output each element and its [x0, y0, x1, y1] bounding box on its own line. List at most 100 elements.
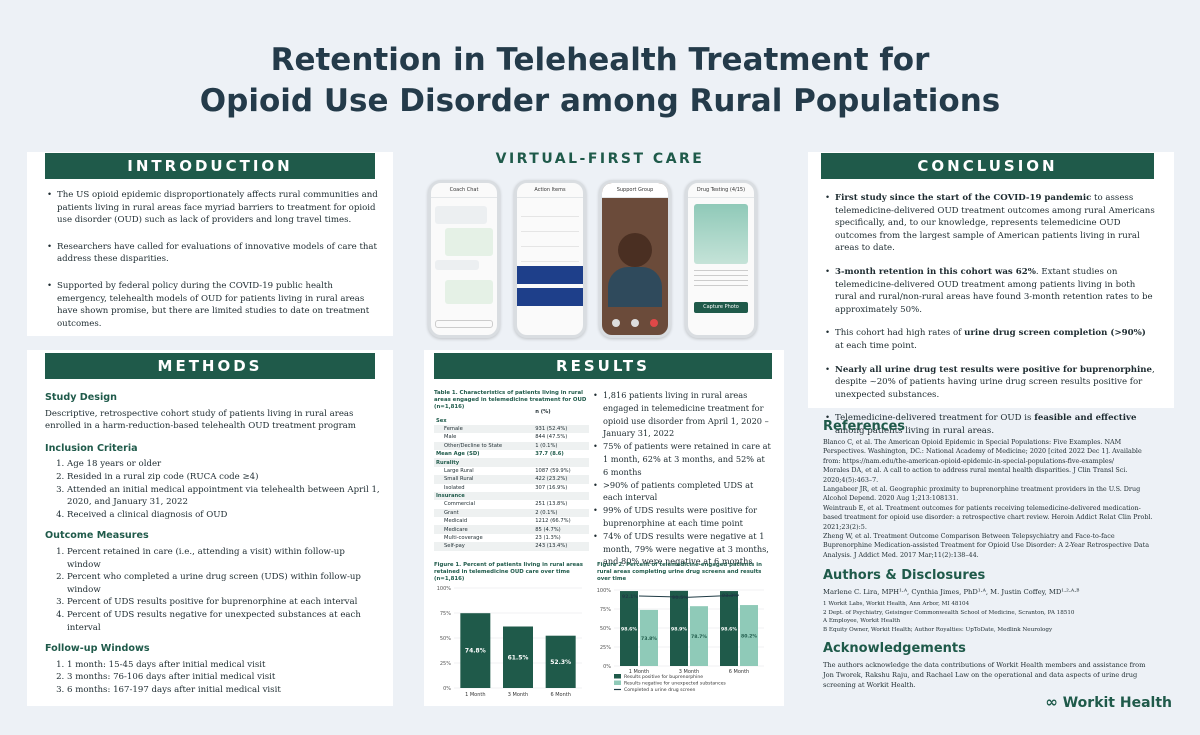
table-cell-label: Mean Age (SD) — [436, 451, 480, 458]
table-cell-label: Commercial — [444, 501, 476, 508]
phone-title: Coach Chat — [431, 183, 497, 198]
table-cell-value: 23 (1.3%) — [535, 535, 561, 542]
instructions-text — [694, 270, 748, 290]
table-cell-label: Medicare — [434, 525, 534, 534]
table-cell-value — [533, 416, 589, 424]
y-tick-label: 0% — [603, 664, 611, 670]
video-participant-body — [608, 267, 662, 307]
table-cell-label: Medicaid — [444, 518, 468, 525]
inclusion-item: Age 18 years or older — [67, 458, 380, 471]
legend-swatch — [614, 674, 621, 679]
methods-body: Study Design Descriptive, retrospective … — [45, 392, 380, 696]
results-bullet: 75% of patients were retained in care at… — [591, 440, 771, 478]
characteristics-table: n (%) Sex Female 931 (52.4%) Male 844 (47.5%… — [434, 408, 589, 551]
x-tick-label: 1 Month — [629, 669, 649, 675]
phone-title: Drug Testing (4/15) — [688, 183, 754, 198]
table-cell-label: Multi-coverage — [444, 535, 483, 542]
negative-unexpected-bar — [740, 605, 758, 666]
table-cell-value: 844 (47.5%) — [535, 434, 568, 441]
study-design-text: Descriptive, retrospective cohort study … — [45, 408, 356, 432]
conclusion-post: among patients living in rural areas. — [835, 425, 995, 436]
followup-item: 1 month: 15-45 days after initial medica… — [67, 659, 380, 672]
conclusion-pre: Telemedicine-delivered treatment for OUD… — [835, 413, 1035, 424]
affiliation: A Employee, Workit Health — [823, 618, 901, 625]
x-tick-label: 6 Month — [729, 669, 749, 675]
phone-title: Action Items — [517, 183, 583, 198]
author-names: Marlene C. Lira, MPH¹·ᴬ, Cynthia Jimes, … — [823, 588, 1080, 597]
table-cell-label: Male — [444, 434, 457, 441]
conclusion-post: to assess telemedicine-delivered OUD tre… — [835, 193, 1155, 254]
buprenorphine-bar — [720, 591, 738, 666]
methods-panel — [27, 350, 393, 706]
conclusion-post: . Extant studies on telemedicine-deliver… — [835, 266, 1153, 315]
table-cell-value — [533, 458, 589, 467]
conclusion-body: First study since the start of the COVID… — [823, 192, 1155, 449]
table-row: Other/Decline to State 1 (0.1%) — [434, 441, 589, 450]
y-tick-label: 50% — [440, 636, 451, 642]
table-cell-value: 1 (0.1%) — [533, 441, 589, 450]
table-row: Large Rural 1087 (59.9%) — [434, 467, 589, 475]
phone-support-group: Support Group — [599, 180, 671, 338]
action-item-highlight — [517, 288, 583, 306]
affiliation: 1 Workit Labs, Workit Health, Ann Arbor,… — [823, 601, 970, 608]
buprenorphine-bar — [670, 590, 688, 666]
table-row: Grant 2 (0.1%) — [434, 508, 589, 518]
table-row: Self-pay 243 (13.4%) — [434, 542, 589, 551]
bar-value-label: 78.7% — [691, 634, 707, 640]
poster-title: Retention in Telehealth Treatment for Op… — [0, 40, 1200, 122]
table-cell-value: 1212 (66.7%) — [535, 518, 571, 525]
y-tick-label: 25% — [440, 661, 451, 667]
line-value-label: 90.5% — [672, 595, 688, 601]
logo-mark-icon: ∞ — [1045, 693, 1058, 711]
table-cell-label: Small Rural — [434, 475, 534, 484]
y-tick-label: 75% — [600, 607, 611, 613]
outcome-item: Percent of UDS results negative for unex… — [67, 609, 380, 634]
reference-item: Blanco C, et al. The American Opioid Epi… — [823, 438, 1142, 465]
bar-value-label: 98.9% — [671, 626, 687, 632]
reference-item: Langabeer JR, et al. Geographic proximit… — [823, 485, 1141, 503]
line-value-label: 92.1% — [622, 594, 638, 600]
inclusion-list: Age 18 years or older Resided in a rural… — [45, 458, 380, 521]
references-heading: References — [823, 419, 906, 434]
camera-icon — [630, 319, 639, 327]
results-bullet: 74% of UDS results were negative at 1 mo… — [591, 530, 771, 568]
table-row: Sex — [434, 416, 589, 424]
table-row: Commercial 251 (13.8%) — [434, 500, 589, 508]
conclusion-bullet: Telemedicine-delivered treatment for OUD… — [823, 412, 1155, 437]
phone-action-items: Action Items — [514, 180, 586, 338]
intro-bullet-1: The US opioid epidemic disproportionatel… — [45, 189, 380, 227]
table-row: Isolated 307 (16.9%) — [434, 484, 589, 492]
video-participant — [618, 233, 652, 267]
legend-label: Results negative for unexpected substanc… — [624, 681, 726, 687]
introduction-heading: INTRODUCTION — [45, 153, 375, 179]
capture-photo-button[interactable]: Capture Photo — [694, 302, 748, 313]
completion-line — [638, 594, 740, 598]
outcome-list: Percent retained in care (i.e., attendin… — [45, 546, 380, 634]
table-cell-label: Insurance — [434, 491, 534, 501]
figure2-caption: Figure 2. Percent of telemedicine-engage… — [597, 562, 762, 582]
table-row: Medicaid 1212 (66.7%) — [434, 517, 589, 525]
intro-bullet-3: Supported by federal policy during the C… — [45, 280, 380, 330]
table-cell-value: 85 (4.7%) — [533, 525, 589, 534]
table-row: Multi-coverage 23 (1.3%) — [434, 534, 589, 542]
acknowledgements-text: The authors acknowledge the data contrib… — [823, 660, 1146, 689]
conclusion-bullet: Nearly all urine drug test results were … — [823, 364, 1155, 402]
negative-unexpected-bar — [640, 609, 658, 666]
x-tick-label: 3 Month — [679, 669, 699, 675]
conclusion-bullet: This cohort had high rates of urine drug… — [823, 327, 1155, 352]
acknowledgements-heading: Acknowledgements — [823, 640, 966, 656]
table-row: Rurality — [434, 458, 589, 467]
bar-value-label: 52.3% — [550, 659, 571, 666]
legend-swatch — [614, 680, 621, 685]
figure2-uds-chart: 0% 25% 50% 75% 100% 98.6% 73.8% 92.1% 1 Month 98.… — [597, 588, 764, 693]
results-bullet: 99% of UDS results were positive for bup… — [591, 504, 771, 530]
reference-item: Weintraub E, et al. Treatment outcomes f… — [823, 503, 1153, 531]
inclusion-title: Inclusion Criteria — [45, 442, 138, 454]
affiliation: B Equity Owner, Workit Health; Author Ro… — [823, 626, 1053, 633]
legend-label: Completed a urine drug screen — [624, 687, 696, 693]
conclusion-heading: CONCLUSION — [821, 153, 1154, 179]
table-cell-value: 251 (13.8%) — [535, 501, 568, 508]
table-col-header: n (%) — [535, 409, 551, 416]
results-bullets: 1,816 patients living in rural areas eng… — [591, 389, 771, 568]
retention-bar — [545, 635, 576, 688]
